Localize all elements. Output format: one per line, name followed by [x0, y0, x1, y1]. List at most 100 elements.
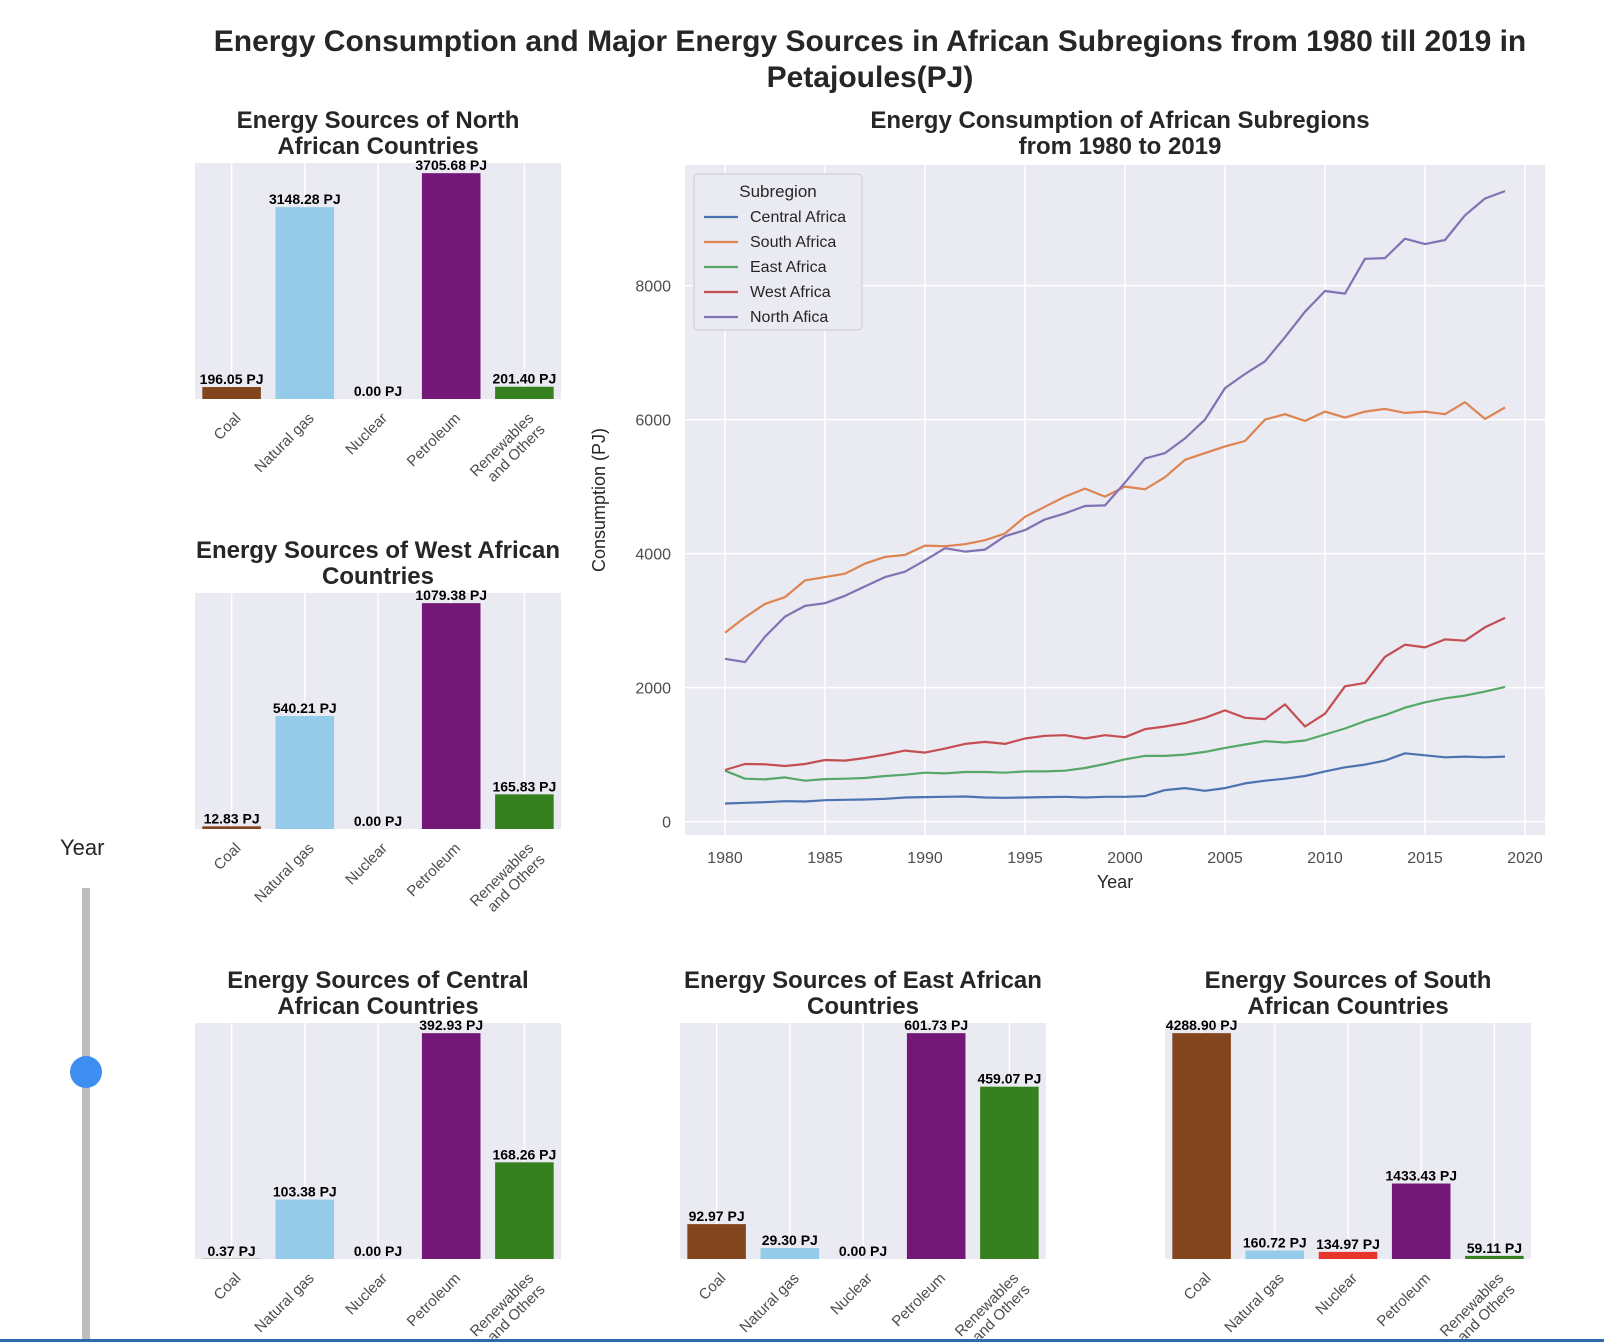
data-label: 601.73 PJ [904, 1017, 968, 1033]
chart-title: Energy Consumption of African Subregions… [870, 107, 1369, 160]
bar-nuclear [1318, 1251, 1378, 1259]
series-line-west-africa [724, 616, 1506, 772]
bar-natural-gas [275, 715, 335, 829]
bar-petroleum [1391, 1183, 1451, 1259]
data-label: 392.93 PJ [419, 1017, 483, 1033]
bar-renewables-and-others [495, 794, 554, 829]
data-label: 1433.43 PJ [1385, 1168, 1457, 1184]
tick-label: Renewablesand Others [952, 1270, 1034, 1342]
chart-title: Energy Sources of West African Countries [196, 537, 560, 590]
bar-renewables-and-others [495, 1162, 554, 1259]
series-line-central-africa [724, 752, 1506, 805]
tick-label: Nuclear [827, 1270, 876, 1319]
data-label: 0.00 PJ [354, 383, 402, 399]
data-label: 0.00 PJ [839, 1243, 887, 1259]
x-tick-label: 2005 [1207, 850, 1243, 867]
x-tick-label: 1995 [1007, 850, 1043, 867]
x-tick-label: 2010 [1307, 850, 1343, 867]
y-axis-label: Consumption (PJ) [589, 428, 609, 572]
bar-coal [202, 826, 261, 829]
series-line-north-afica [724, 190, 1506, 664]
x-tick-label: 2000 [1107, 850, 1143, 867]
tick-label: Petroleum [889, 1270, 949, 1330]
x-tick-label: 2020 [1507, 850, 1543, 867]
data-label: 3148.28 PJ [269, 191, 341, 207]
tick-label: Petroleum [404, 410, 464, 470]
series-line-south-africa [724, 401, 1506, 634]
series-line-east-africa [724, 685, 1506, 782]
tick-label: Natural gas [251, 1270, 317, 1336]
bar-renewables-and-others [1465, 1255, 1524, 1259]
tick-label: Renewablesand Others [1437, 1270, 1519, 1342]
bar-coal [687, 1224, 746, 1259]
tick-label: Natural gas [736, 1270, 802, 1336]
data-label: 92.97 PJ [689, 1208, 745, 1224]
year-slider-track[interactable] [82, 888, 90, 1342]
year-slider-thumb[interactable] [70, 1056, 102, 1088]
data-label: 196.05 PJ [200, 371, 264, 387]
tick-label: Nuclear [342, 840, 391, 889]
x-tick-label: 1990 [907, 850, 943, 867]
y-tick-label: 0 [662, 815, 671, 832]
chart-title: Energy Sources of South African Countries [1205, 967, 1492, 1020]
x-tick-label: 2015 [1407, 850, 1443, 867]
tick-label: Nuclear [342, 1270, 391, 1319]
legend-entry: South Africa [750, 234, 836, 251]
north-africa-bar-chart: Energy Sources of North African Countries… [170, 105, 590, 486]
chart-title: Energy Sources of Central African Countri… [227, 967, 528, 1020]
y-tick-label: 4000 [635, 547, 671, 564]
legend-title: Subregion [739, 182, 817, 201]
tick-label: Renewablesand Others [467, 840, 549, 922]
data-label: 1079.38 PJ [415, 587, 487, 603]
data-label: 29.30 PJ [762, 1232, 818, 1248]
tick-label: Petroleum [404, 840, 464, 900]
bar-natural-gas [760, 1248, 820, 1259]
tick-label: Natural gas [1221, 1270, 1287, 1336]
south-africa-bar-chart: Energy Sources of South African Countries… [1140, 965, 1560, 1342]
bar-natural-gas [1245, 1250, 1305, 1259]
chart-title: Energy Sources of North African Countries [237, 107, 520, 160]
subregion-consumption-line-chart: Energy Consumption of African Subregions… [585, 105, 1545, 895]
bar-petroleum [421, 173, 481, 399]
west-africa-bar-chart: Energy Sources of West African Countries 1… [170, 535, 590, 916]
data-label: 59.11 PJ [1467, 1240, 1522, 1256]
x-tick-label: 1980 [707, 850, 743, 867]
data-label: 103.38 PJ [273, 1184, 337, 1200]
tick-label: Nuclear [342, 410, 391, 459]
tick-label: Petroleum [404, 1270, 464, 1330]
tick-label: Natural gas [251, 410, 317, 476]
data-label: 4288.90 PJ [1166, 1017, 1238, 1033]
data-label: 459.07 PJ [977, 1071, 1041, 1087]
tick-label: Petroleum [1374, 1270, 1434, 1330]
data-label: 160.72 PJ [1243, 1235, 1307, 1251]
tick-label: Nuclear [1312, 1270, 1361, 1319]
central-africa-bar-chart: Energy Sources of Central African Countri… [170, 965, 590, 1342]
tick-label: Renewablesand Others [467, 1270, 549, 1342]
data-label: 0.37 PJ [207, 1243, 255, 1259]
data-label: 0.00 PJ [354, 1243, 402, 1259]
tick-label: Coal [1181, 1270, 1215, 1304]
bar-natural-gas [275, 1199, 335, 1259]
bar-petroleum [421, 1033, 481, 1259]
legend-entry: East Africa [750, 259, 827, 276]
legend-entry: West Africa [750, 284, 831, 301]
bar-renewables-and-others [495, 386, 554, 399]
east-africa-bar-chart: Energy Sources of East African Countries 9… [655, 965, 1075, 1342]
x-tick-label: 1985 [807, 850, 843, 867]
data-label: 165.83 PJ [492, 778, 556, 794]
data-label: 201.40 PJ [492, 371, 556, 387]
data-label: 168.26 PJ [492, 1146, 556, 1162]
legend-entry: North Afica [750, 309, 828, 326]
bar-petroleum [421, 603, 481, 829]
bar-coal [202, 387, 261, 399]
data-label: 0.00 PJ [354, 813, 402, 829]
tick-label: Coal [696, 1270, 730, 1304]
tick-label: Renewablesand Others [467, 410, 549, 492]
tick-label: Natural gas [251, 840, 317, 906]
bar-petroleum [906, 1033, 966, 1259]
tick-label: Coal [211, 410, 245, 444]
tick-label: Coal [211, 1270, 245, 1304]
data-label: 12.83 PJ [204, 810, 260, 826]
main-title: Energy Consumption and Major Energy Sour… [213, 25, 1527, 94]
chart-title: Energy Sources of East African Countries [684, 967, 1042, 1020]
